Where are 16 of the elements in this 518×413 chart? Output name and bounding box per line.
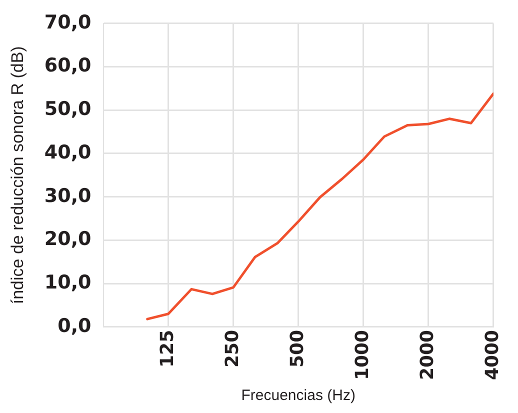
x-axis-title: Frecuencias (Hz) <box>241 387 356 404</box>
y-tick-label: 70,0 <box>44 11 92 34</box>
x-tick-label: 125 <box>156 330 178 368</box>
y-tick-label: 60,0 <box>44 54 92 77</box>
x-tick-label: 500 <box>287 330 308 368</box>
x-tick-label: 4000 <box>482 330 504 380</box>
y-tick-label: 50,0 <box>44 98 92 120</box>
y-tick-label: 40,0 <box>44 141 92 164</box>
y-tick-label: 0,0 <box>58 314 92 337</box>
x-tick-label: 1000 <box>352 330 374 380</box>
y-tick-label: 10,0 <box>44 271 92 294</box>
y-axis-title: índice de reducción sonora R (dB) <box>8 46 27 304</box>
x-tick-label: 2000 <box>417 330 438 380</box>
x-tick-label: 250 <box>222 330 243 368</box>
y-tick-label: 30,0 <box>44 184 92 207</box>
y-tick-label: 20,0 <box>44 228 92 250</box>
